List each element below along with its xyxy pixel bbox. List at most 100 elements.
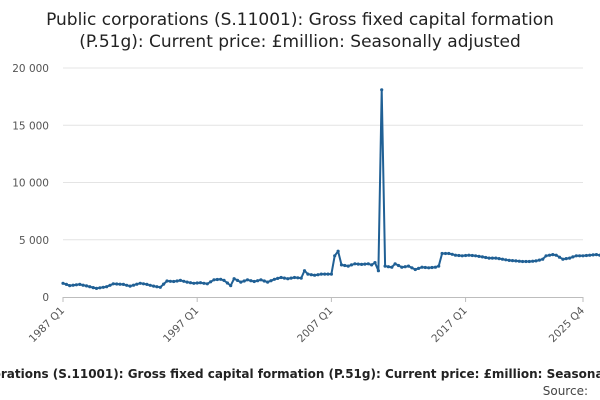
data-point — [571, 255, 575, 259]
data-point — [84, 284, 89, 288]
data-point — [440, 251, 444, 256]
data-point — [259, 278, 263, 282]
data-point — [450, 252, 454, 256]
data-point — [222, 278, 226, 282]
x-tick-label: 2025 Q4 — [547, 304, 588, 345]
data-point — [406, 264, 411, 268]
data-point — [101, 285, 105, 289]
data-point — [547, 253, 552, 257]
data-point — [390, 265, 394, 269]
data-point — [557, 255, 562, 259]
data-point — [279, 275, 283, 280]
data-point — [353, 262, 357, 266]
data-point — [497, 257, 501, 261]
data-point — [500, 257, 505, 261]
data-point — [487, 256, 491, 260]
data-point — [266, 280, 270, 284]
data-point — [380, 88, 384, 92]
data-point — [182, 279, 186, 283]
data-point — [517, 259, 521, 263]
data-point — [363, 262, 367, 266]
data-point — [272, 277, 276, 281]
data-point — [152, 284, 156, 288]
data-point — [205, 282, 209, 286]
data-point — [71, 283, 75, 287]
data-point — [145, 282, 149, 286]
data-point — [403, 265, 407, 269]
data-point — [584, 253, 589, 258]
data-point — [64, 282, 68, 286]
data-point — [296, 276, 300, 280]
data-point — [336, 249, 340, 253]
data-point — [460, 254, 464, 258]
data-point — [306, 272, 310, 276]
y-axis-ticks: 0 5 000 10 000 15 000 20 000 — [12, 63, 49, 304]
y-tick-label: 10 000 — [12, 178, 49, 190]
data-point — [467, 253, 471, 257]
data-point — [252, 279, 256, 284]
data-point — [457, 253, 461, 258]
y-tick-label: 0 — [42, 292, 49, 304]
data-point — [349, 263, 354, 267]
data-point — [245, 278, 250, 282]
series-line — [62, 88, 600, 290]
data-point — [175, 279, 179, 283]
data-point — [316, 273, 320, 277]
data-point — [219, 277, 223, 281]
data-point — [400, 265, 404, 269]
data-point — [78, 282, 82, 286]
data-point — [172, 279, 176, 284]
data-point — [507, 258, 511, 262]
y-tick-label: 15 000 — [12, 120, 49, 132]
data-point — [356, 262, 360, 266]
data-point — [383, 264, 387, 268]
data-point — [430, 265, 434, 270]
data-point — [125, 283, 129, 287]
data-point — [370, 263, 374, 267]
series-points — [61, 88, 600, 290]
x-tick-label: 2007 Q1 — [295, 305, 335, 345]
data-point — [329, 272, 333, 276]
data-point — [155, 285, 159, 289]
data-point — [333, 254, 337, 258]
data-point — [554, 253, 558, 257]
data-point — [578, 254, 582, 258]
data-point — [447, 251, 451, 256]
data-point — [588, 253, 592, 257]
data-point — [339, 263, 344, 267]
data-point — [490, 256, 494, 260]
data-point — [423, 265, 427, 270]
data-point — [165, 279, 169, 283]
data-point — [544, 254, 548, 258]
data-point — [453, 253, 458, 257]
data-point — [249, 279, 253, 283]
data-point — [105, 285, 109, 289]
data-point — [98, 286, 102, 290]
data-point — [534, 259, 538, 263]
data-point — [323, 272, 327, 276]
data-point — [68, 284, 72, 288]
data-point — [484, 255, 488, 260]
data-point — [111, 282, 115, 286]
data-point — [131, 283, 136, 287]
data-point — [561, 257, 565, 261]
data-point — [346, 264, 350, 268]
data-point — [276, 276, 280, 280]
data-point — [581, 254, 585, 258]
data-point — [195, 281, 199, 285]
data-point — [108, 283, 112, 287]
data-point — [141, 282, 146, 286]
y-tick-label: 20 000 — [12, 63, 49, 75]
data-point — [313, 273, 317, 277]
data-point — [410, 266, 414, 270]
data-point — [235, 278, 240, 282]
data-point — [299, 276, 303, 280]
data-point — [417, 266, 421, 270]
data-point — [474, 254, 478, 258]
data-point — [413, 267, 417, 272]
data-point — [427, 266, 431, 270]
data-point — [521, 259, 525, 264]
data-point — [551, 253, 555, 257]
data-point — [232, 277, 236, 281]
